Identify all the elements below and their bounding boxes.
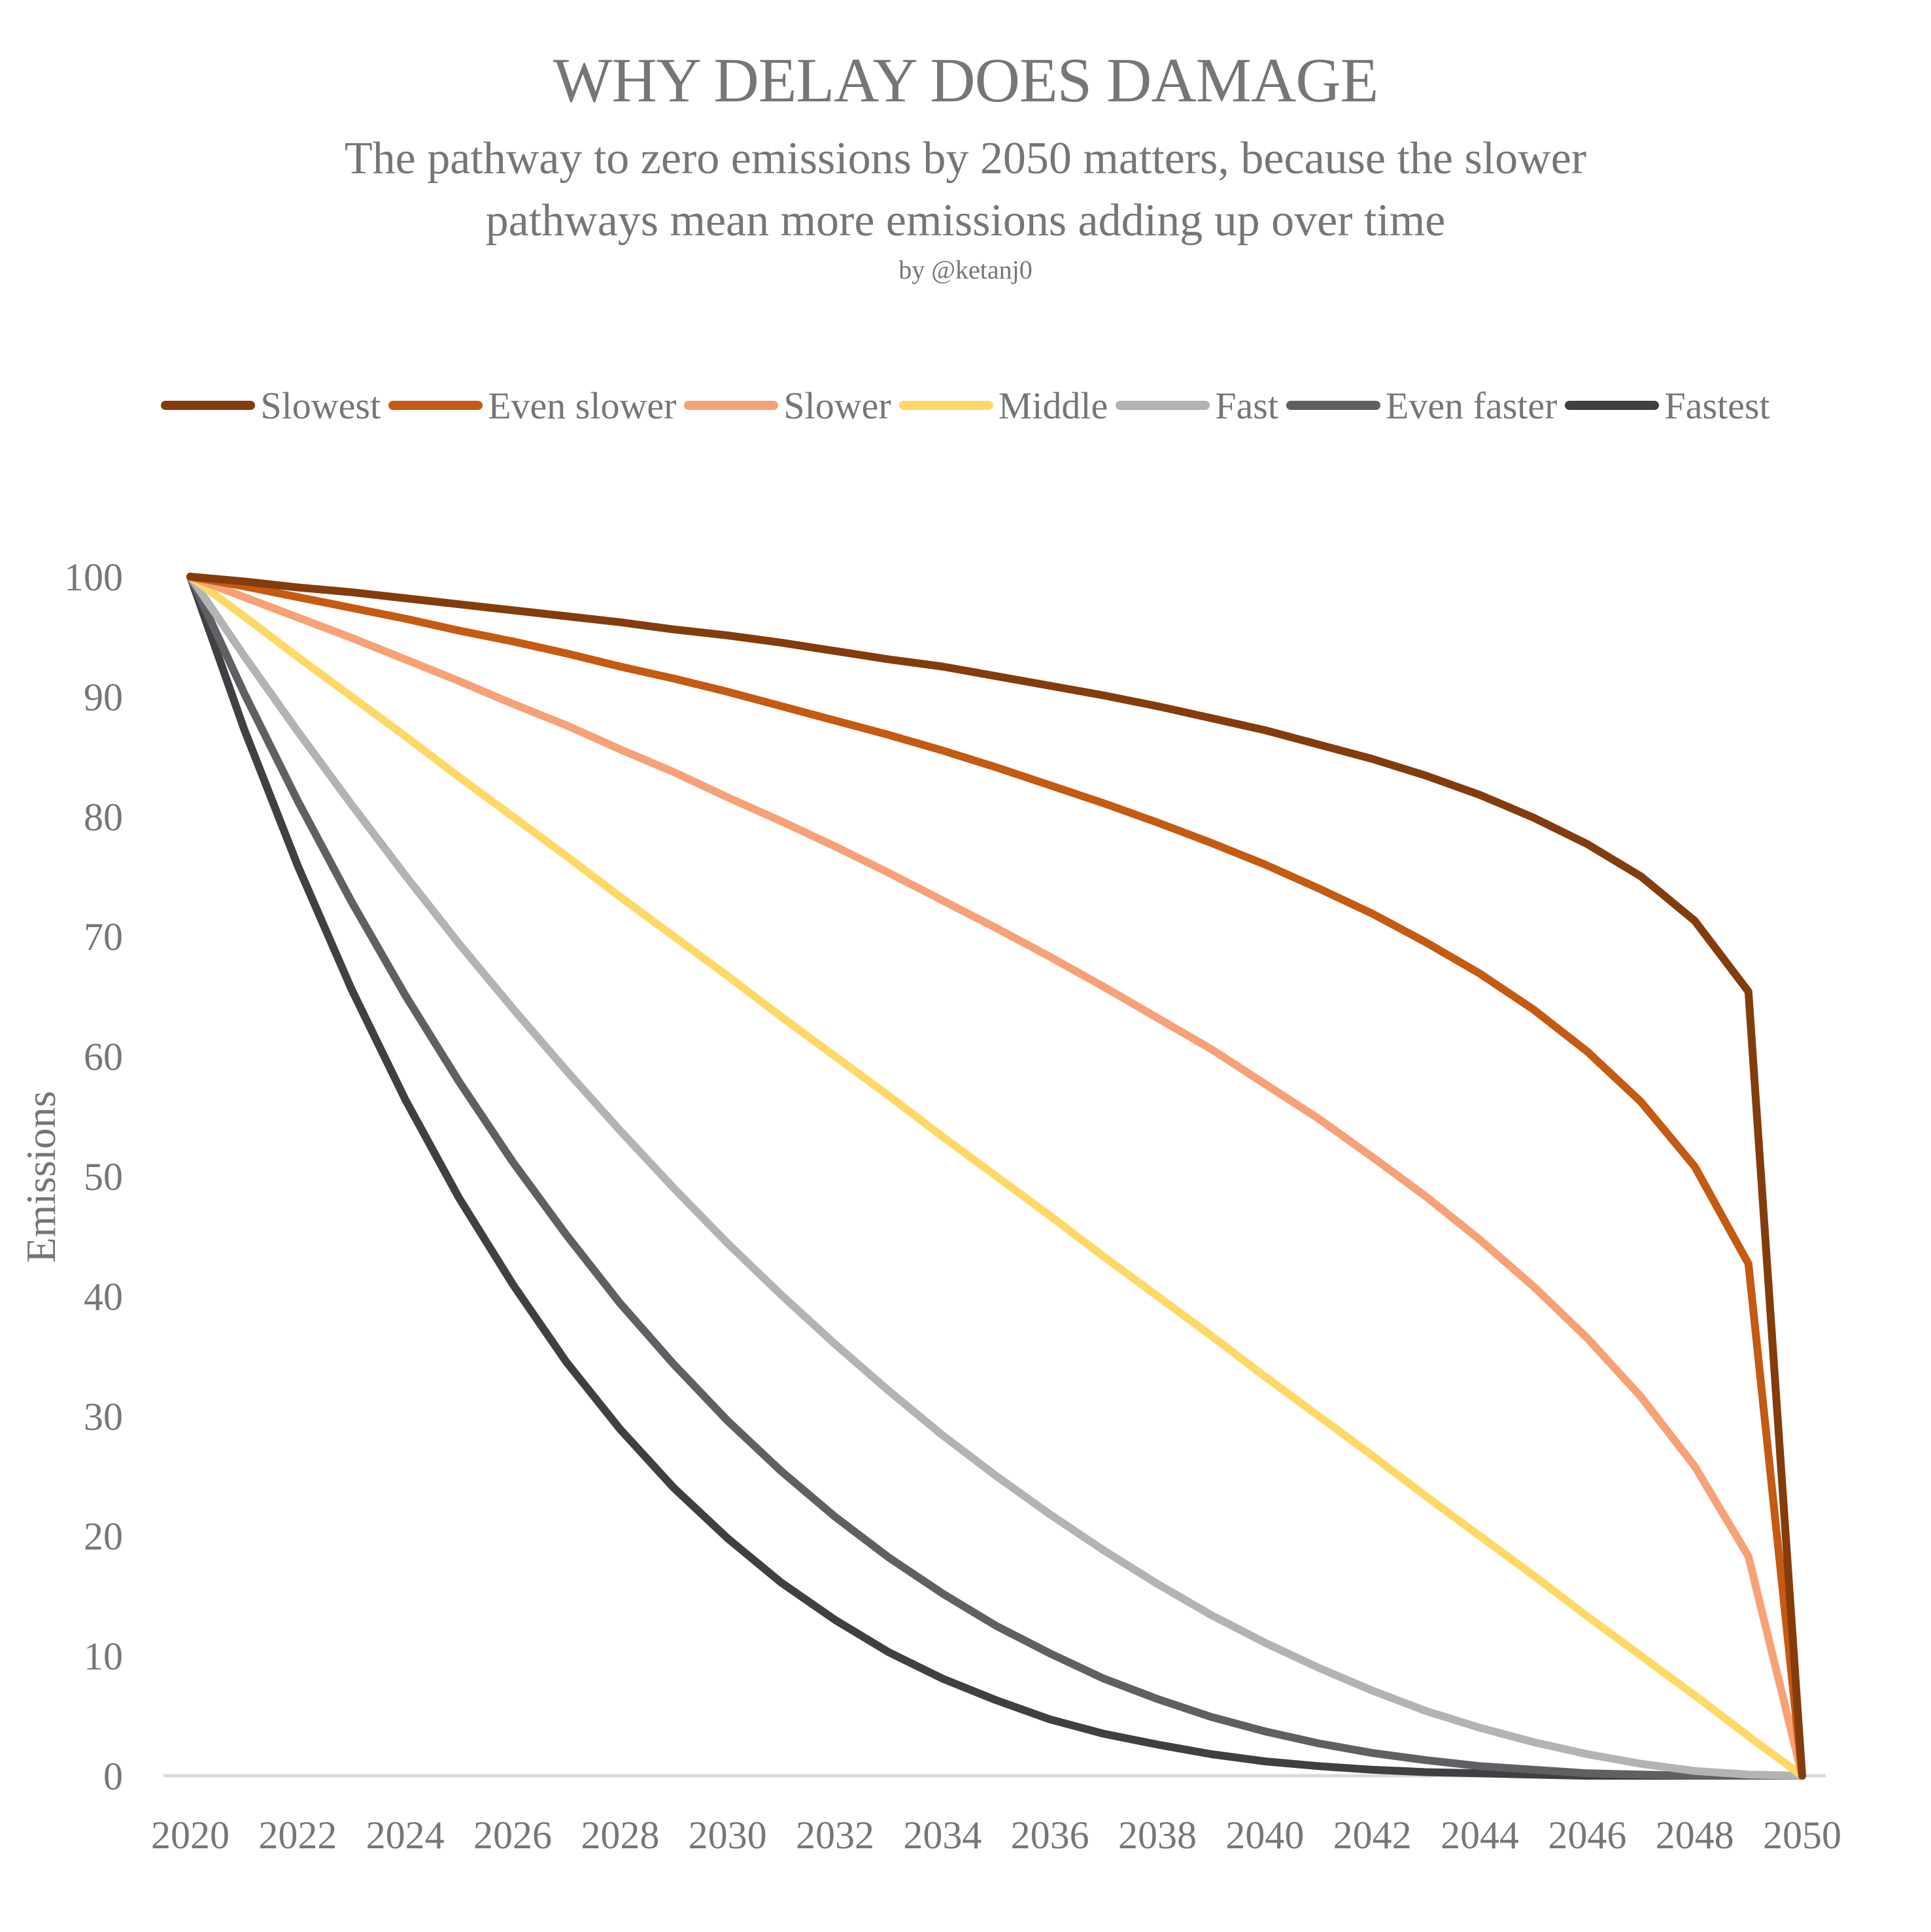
legend-label: Even slower (488, 384, 677, 427)
legend-swatch (1116, 401, 1210, 410)
x-tick-label: 2030 (689, 1814, 767, 1857)
legend-label: Slower (783, 384, 891, 427)
y-tick-label: 30 (84, 1395, 123, 1438)
legend-item-middle: Middle (898, 384, 1108, 428)
legend-item-even-faster: Even faster (1286, 384, 1557, 428)
series-line-slowest (186, 573, 1806, 1780)
series-line-fastest (186, 573, 1806, 1780)
y-tick-label: 80 (84, 796, 123, 839)
legend-swatch (1286, 401, 1380, 410)
legend-label: Fastest (1664, 384, 1770, 427)
y-tick-label: 20 (84, 1515, 123, 1558)
x-tick-label: 2040 (1225, 1814, 1304, 1857)
x-tick-label: 2048 (1656, 1814, 1734, 1857)
legend-label: Middle (998, 384, 1108, 427)
legend-swatch (161, 401, 256, 410)
series-line-fast (186, 573, 1806, 1780)
x-tick-label: 2046 (1548, 1814, 1626, 1857)
x-tick-label: 2032 (796, 1814, 874, 1857)
series-line-even-slower (186, 573, 1806, 1780)
legend-swatch (1565, 401, 1660, 410)
y-tick-label: 90 (84, 675, 123, 719)
x-tick-label: 2034 (903, 1814, 982, 1857)
series-line-even-faster (186, 573, 1806, 1780)
legend-item-slower: Slower (684, 384, 891, 428)
chart-title: WHY DELAY DOES DAMAGE (553, 45, 1379, 115)
x-tick-label: 2044 (1441, 1814, 1519, 1857)
legend-item-fastest: Fastest (1565, 384, 1770, 428)
legend-item-slowest: Slowest (161, 384, 381, 428)
x-tick-label: 2050 (1763, 1814, 1841, 1857)
x-tick-label: 2020 (151, 1814, 230, 1857)
y-tick-label: 50 (84, 1155, 123, 1198)
chart-legend: Slowest Even slower Slower Middle Fast Even f… (0, 382, 1931, 428)
x-tick-label: 2036 (1011, 1814, 1089, 1857)
legend-item-even-slower: Even slower (388, 384, 676, 428)
y-tick-label: 70 (84, 915, 123, 958)
x-tick-label: 2028 (581, 1814, 659, 1857)
legend-label: Slowest (260, 384, 381, 427)
series-line-slower (186, 573, 1806, 1780)
x-tick-label: 2026 (473, 1814, 552, 1857)
legend-item-fast: Fast (1116, 384, 1278, 428)
x-axis-ticks: 2020 2022 2024 2026 2028 2030 2032 2034 2036 2038… (151, 1814, 1841, 1857)
x-tick-label: 2042 (1333, 1814, 1412, 1857)
series-line-middle (186, 573, 1806, 1780)
y-tick-label: 0 (103, 1755, 123, 1798)
chart-subtitle: The pathway to zero emissions by 2050 ma… (0, 127, 1931, 252)
x-tick-label: 2022 (258, 1814, 337, 1857)
chart-subtitle-line-2: pathways mean more emissions adding up o… (485, 195, 1446, 246)
legend-swatch (684, 401, 779, 410)
chart-byline: by @ketanj0 (898, 255, 1033, 284)
chart-subtitle-line-1: The pathway to zero emissions by 2050 ma… (344, 133, 1587, 184)
legend-swatch (388, 401, 483, 410)
legend-label: Even faster (1385, 384, 1558, 427)
x-tick-label: 2038 (1118, 1814, 1197, 1857)
y-tick-label: 10 (84, 1635, 123, 1678)
legend-swatch (898, 401, 993, 410)
y-tick-label: 60 (84, 1036, 123, 1079)
y-tick-label: 40 (84, 1275, 123, 1318)
y-tick-label: 100 (64, 556, 123, 599)
legend-label: Fast (1215, 384, 1278, 427)
y-axis-title: Emissions (18, 1091, 64, 1263)
x-tick-label: 2024 (366, 1814, 445, 1857)
series-lines (186, 573, 1806, 1780)
y-axis-ticks: 0 10 20 30 40 50 60 70 80 90 100 (64, 556, 123, 1798)
